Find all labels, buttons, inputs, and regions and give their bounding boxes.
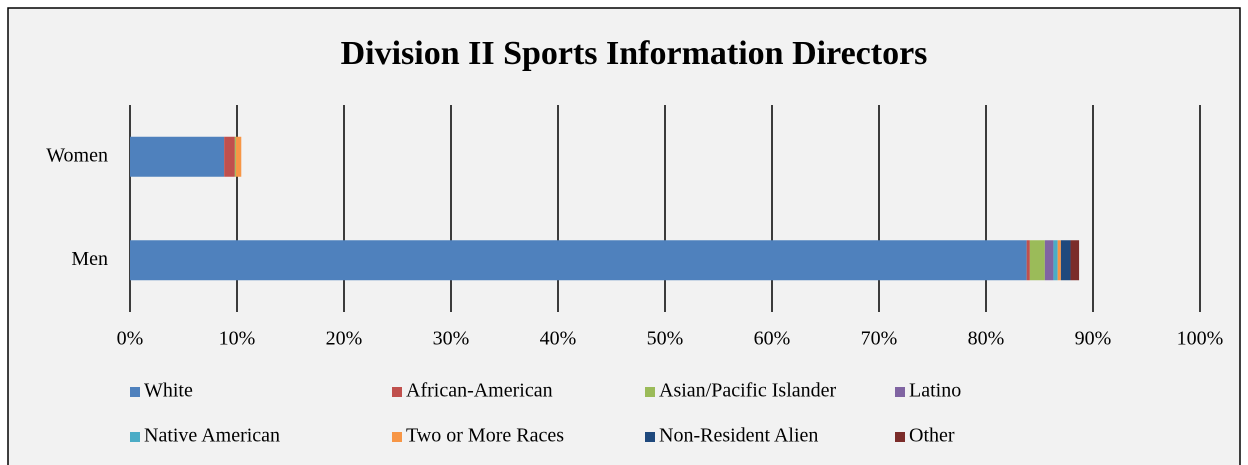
legend-label: Asian/Pacific Islander [659, 380, 836, 402]
x-tick-label: 30% [433, 328, 470, 350]
legend-swatch [130, 432, 140, 442]
y-tick-label: Men [71, 248, 108, 270]
bar-segment [1057, 240, 1061, 281]
x-tick-label: 50% [647, 328, 684, 350]
legend-swatch [645, 432, 655, 442]
bar-segment [234, 136, 236, 177]
x-tick-label: 100% [1177, 328, 1224, 350]
legend-label: Non-Resident Alien [659, 425, 818, 447]
x-tick-label: 40% [540, 328, 577, 350]
legend-label: Other [909, 425, 955, 447]
x-tick-label: 90% [1075, 328, 1112, 350]
x-tick-label: 80% [968, 328, 1005, 350]
legend-label: Two or More Races [406, 425, 564, 447]
x-tick-label: 20% [326, 328, 363, 350]
bar-segment [130, 240, 1027, 281]
bar-segment [1070, 240, 1080, 281]
legend-label: Native American [144, 425, 280, 447]
x-tick-label: 60% [754, 328, 791, 350]
legend-swatch [392, 432, 402, 442]
x-tick-label: 70% [861, 328, 898, 350]
x-tick-label: 0% [117, 328, 144, 350]
bar-segment [1053, 240, 1058, 281]
bar-segment [1044, 240, 1054, 281]
legend-swatch [895, 432, 905, 442]
chart-frame [7, 7, 1241, 465]
bar-segment [1026, 240, 1030, 281]
legend-label: African-American [406, 380, 553, 402]
bar-segment [130, 136, 225, 177]
chart-title: Division II Sports Information Directors [341, 35, 928, 72]
legend-swatch [392, 387, 402, 397]
x-tick-label: 10% [219, 328, 256, 350]
legend-label: White [144, 380, 193, 402]
bar-segment [1029, 240, 1045, 281]
legend-swatch [895, 387, 905, 397]
legend-swatch [130, 387, 140, 397]
bar-segment [1060, 240, 1071, 281]
bar-segment [224, 136, 235, 177]
y-tick-label: Women [46, 144, 108, 166]
legend-swatch [645, 387, 655, 397]
legend-label: Latino [909, 380, 961, 402]
bar-segment [235, 136, 242, 177]
